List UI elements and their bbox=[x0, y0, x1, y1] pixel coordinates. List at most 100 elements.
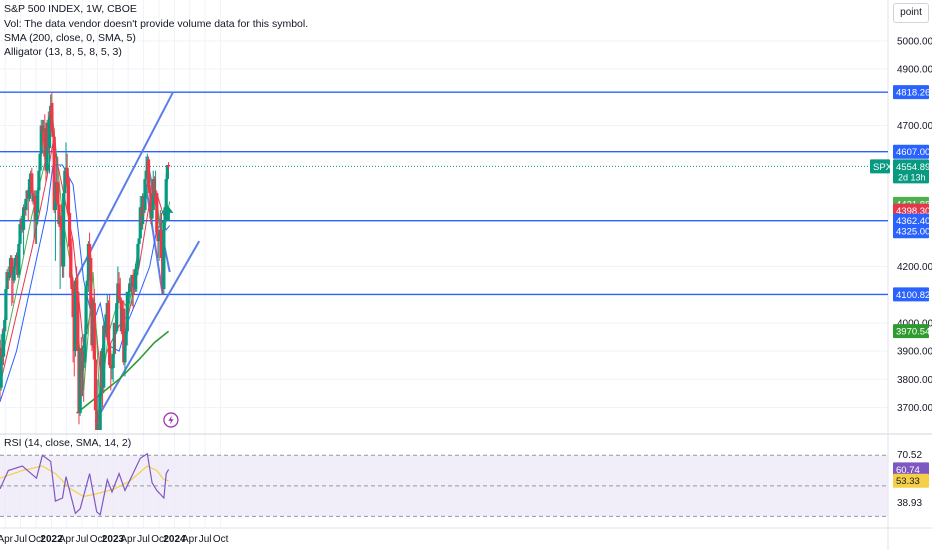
channel-drawings bbox=[75, 91, 201, 423]
candle-body bbox=[27, 179, 32, 199]
candle-body bbox=[166, 164, 171, 167]
price-label-level: 4362.40 bbox=[893, 213, 930, 228]
candle-body bbox=[123, 345, 127, 363]
candle-body bbox=[5, 272, 9, 290]
time-tick-label: Oct bbox=[151, 534, 167, 545]
candle-body bbox=[106, 303, 111, 343]
candle-body bbox=[125, 291, 129, 332]
price-label-level: 4100.82 bbox=[893, 287, 930, 302]
candle-body bbox=[124, 331, 128, 346]
candle-body bbox=[38, 153, 42, 171]
candle-body bbox=[3, 320, 7, 332]
candle-body bbox=[36, 190, 40, 213]
rsi-axis-label: 70.52 bbox=[897, 450, 922, 461]
time-tick-label: Jul bbox=[137, 534, 150, 545]
price-label-sma200: 3970.54 bbox=[893, 324, 930, 339]
candles bbox=[0, 91, 171, 430]
time-tick-label: Jul bbox=[76, 534, 89, 545]
candle-body bbox=[63, 170, 67, 194]
candle-body bbox=[143, 179, 147, 211]
candle-body bbox=[50, 102, 54, 132]
price-tick-label: 3700.00 bbox=[897, 403, 932, 414]
candle-body bbox=[122, 308, 126, 363]
price-label-level: 4607.00 bbox=[893, 144, 930, 159]
candle-body bbox=[146, 159, 151, 188]
candle-body bbox=[52, 136, 56, 211]
candle-body bbox=[86, 243, 91, 281]
candle-body bbox=[53, 201, 58, 211]
candle-body bbox=[57, 204, 61, 225]
candle-body bbox=[89, 258, 93, 306]
candle-body bbox=[17, 243, 21, 275]
time-tick-label: 2023 bbox=[102, 534, 125, 545]
candle-body bbox=[144, 170, 148, 180]
candle-body bbox=[128, 283, 132, 292]
candle-body bbox=[118, 297, 122, 301]
symbol-badge-label: SPX bbox=[873, 162, 893, 173]
candle-body bbox=[92, 303, 96, 360]
scale-mode-button[interactable]: point bbox=[893, 3, 929, 23]
up-arrow-icon bbox=[161, 204, 174, 221]
price-tick-label: 4000.00 bbox=[897, 318, 932, 329]
price-label-text: 4554.89 bbox=[896, 162, 930, 173]
price-label-bg bbox=[893, 159, 929, 184]
time-tick-label: Apr bbox=[0, 534, 14, 545]
time-tick-label: Oct bbox=[28, 534, 44, 545]
candle-body bbox=[137, 238, 141, 244]
legend-sma[interactable]: SMA (200, close, 0, SMA, 5) bbox=[4, 32, 136, 44]
time-tick-label: Apr bbox=[120, 534, 136, 545]
candle-body bbox=[71, 289, 75, 318]
candle-body bbox=[156, 232, 160, 242]
rsi-ma-text: 53.33 bbox=[896, 476, 920, 487]
time-tick-label: Oct bbox=[90, 534, 106, 545]
candle-body bbox=[4, 289, 8, 321]
ascending-channel-upper bbox=[75, 91, 175, 279]
price-tick-label: 3900.00 bbox=[897, 347, 932, 358]
candle-body bbox=[126, 291, 131, 293]
candle-body bbox=[56, 181, 60, 205]
candle-body bbox=[162, 221, 166, 290]
falling-wedge-lower bbox=[144, 178, 164, 295]
price-label-text: 4398.30 bbox=[896, 206, 930, 217]
candle-body bbox=[13, 258, 17, 267]
candle-body bbox=[131, 274, 135, 284]
candle-body bbox=[24, 198, 28, 211]
candle-body bbox=[157, 238, 161, 242]
candle-body bbox=[133, 269, 138, 290]
time-tick-label: Oct bbox=[213, 534, 229, 545]
candle-body bbox=[39, 125, 43, 154]
legend-rsi[interactable]: RSI (14, close, SMA, 14, 2) bbox=[4, 437, 132, 449]
candle-body bbox=[59, 215, 63, 230]
candle-body bbox=[165, 164, 169, 180]
legend-alligator[interactable]: Alligator (13, 8, 5, 8, 5, 3) bbox=[4, 46, 122, 58]
candle-body bbox=[66, 184, 70, 213]
candle-body bbox=[98, 393, 102, 430]
candle-body bbox=[148, 187, 152, 194]
price-pane bbox=[0, 91, 888, 430]
price-label-text: 4100.82 bbox=[896, 290, 930, 301]
rsi-value-badge bbox=[893, 462, 929, 477]
price-tick-label: 5000.00 bbox=[897, 36, 932, 47]
time-tick-label: Jul bbox=[199, 534, 212, 545]
candle-body bbox=[65, 167, 69, 185]
candle-body bbox=[150, 210, 154, 219]
candle-body bbox=[149, 193, 153, 219]
candle-body bbox=[34, 212, 39, 222]
rsi-ma-line bbox=[0, 465, 169, 498]
candle-body bbox=[21, 207, 26, 230]
price-label-bg bbox=[893, 85, 929, 100]
candle-body bbox=[164, 179, 168, 208]
legend-symbol: S&P 500 INDEX, 1W, CBOE bbox=[4, 3, 137, 15]
candle-body bbox=[62, 193, 66, 267]
candle-body bbox=[110, 367, 114, 369]
candle-body bbox=[76, 291, 80, 352]
candle-body bbox=[78, 348, 82, 414]
time-tick-label: Apr bbox=[59, 534, 75, 545]
candle-body bbox=[30, 173, 34, 194]
candle-body bbox=[67, 212, 72, 247]
candle-body bbox=[37, 170, 41, 191]
candle-body bbox=[12, 266, 16, 281]
